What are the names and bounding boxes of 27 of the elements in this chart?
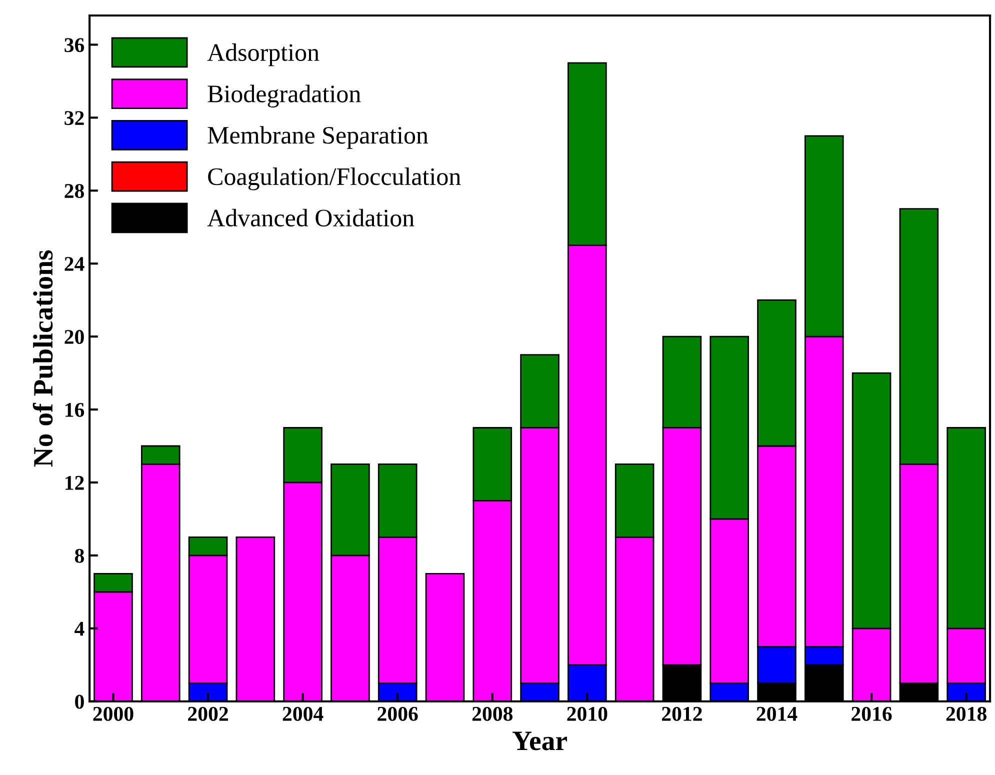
x-tick-label: 2002 [188, 706, 228, 721]
legend-label: Adsorption [207, 43, 320, 66]
y-tick-label: 4 [74, 622, 84, 636]
y-tick-label: 32 [64, 111, 84, 126]
y-tick-label: 24 [64, 257, 84, 271]
legend-label: Biodegradation [208, 84, 361, 108]
x-tick-label: 2008 [472, 706, 513, 721]
x-axis-title: Year [512, 732, 567, 750]
x-tick-label: 2018 [946, 706, 986, 721]
legend-label: Advanced Oxidation [207, 208, 414, 226]
y-tick-label: 20 [64, 330, 84, 344]
y-tick-label: 12 [66, 476, 84, 490]
x-tick-label: 2016 [852, 706, 892, 721]
x-tick-label: 2004 [282, 706, 324, 721]
legend-label: Membrane Separation [208, 126, 428, 149]
y-axis-title: No of Publications [32, 250, 53, 467]
y-tick-label: 36 [64, 38, 84, 52]
y-tick-label: 0 [75, 694, 84, 709]
x-tick-label: 2012 [662, 706, 702, 721]
x-tick-label: 2006 [378, 706, 418, 721]
y-tick-label: 28 [64, 184, 84, 198]
x-tick-label: 2000 [93, 706, 134, 721]
x-tick-label: 2014 [756, 706, 798, 721]
y-tick-label: 16 [66, 402, 84, 417]
x-tick-label: 2010 [567, 706, 608, 721]
y-tick-label: 8 [74, 548, 84, 563]
legend-label: Coagulation/Flocculation [208, 168, 461, 190]
